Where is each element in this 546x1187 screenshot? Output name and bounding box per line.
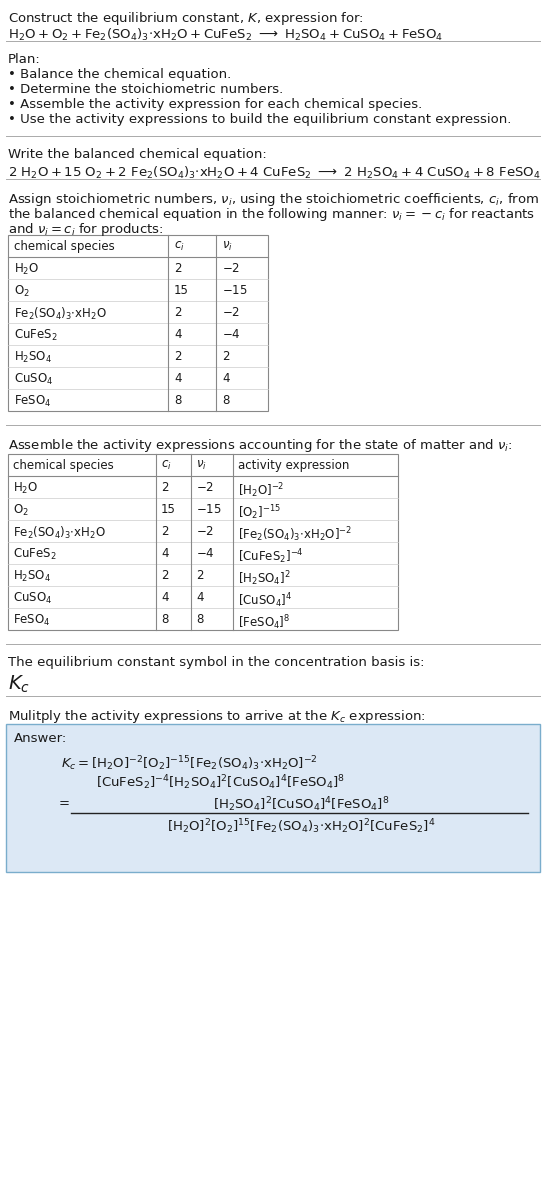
Text: $\nu_i$: $\nu_i$ [196,459,207,472]
Text: 15: 15 [174,284,189,297]
Text: 4: 4 [161,547,169,560]
Text: 2: 2 [161,569,169,582]
Text: $[\mathrm{H_2O}]^{-2}$: $[\mathrm{H_2O}]^{-2}$ [238,481,284,500]
Text: • Assemble the activity expression for each chemical species.: • Assemble the activity expression for e… [8,99,422,112]
Text: $-15$: $-15$ [222,284,248,297]
Text: $[\mathrm{O_2}]^{-15}$: $[\mathrm{O_2}]^{-15}$ [238,503,281,522]
Text: $-4$: $-4$ [196,547,215,560]
Text: $[\mathrm{H_2SO_4}]^2 [\mathrm{CuSO_4}]^4 [\mathrm{FeSO_4}]^8$: $[\mathrm{H_2SO_4}]^2 [\mathrm{CuSO_4}]^… [213,795,389,814]
Text: $\mathrm{Fe_2(SO_4)_3{\cdot}xH_2O}$: $\mathrm{Fe_2(SO_4)_3{\cdot}xH_2O}$ [13,525,106,541]
Text: 4: 4 [222,372,229,385]
Text: $\mathrm{FeSO_4}$: $\mathrm{FeSO_4}$ [14,394,51,410]
Text: $-15$: $-15$ [196,503,222,516]
Text: $[\mathrm{CuSO_4}]^4$: $[\mathrm{CuSO_4}]^4$ [238,591,292,610]
Text: 2: 2 [174,262,181,275]
Text: $\mathrm{H_2O + O_2 + Fe_2(SO_4)_3{\cdot}xH_2O + CuFeS_2\ \longrightarrow\ H_2SO: $\mathrm{H_2O + O_2 + Fe_2(SO_4)_3{\cdot… [8,27,443,43]
Text: $-2$: $-2$ [196,525,214,538]
Text: $\mathrm{H_2SO_4}$: $\mathrm{H_2SO_4}$ [13,569,51,584]
Text: $=$: $=$ [56,795,70,808]
Text: • Use the activity expressions to build the equilibrium constant expression.: • Use the activity expressions to build … [8,113,512,126]
Text: Mulitply the activity expressions to arrive at the $K_c$ expression:: Mulitply the activity expressions to arr… [8,707,426,725]
Text: 8: 8 [174,394,181,407]
Text: 8: 8 [161,612,168,626]
Text: Write the balanced chemical equation:: Write the balanced chemical equation: [8,148,267,161]
Text: 4: 4 [174,328,181,341]
Text: $\mathrm{Fe_2(SO_4)_3{\cdot}xH_2O}$: $\mathrm{Fe_2(SO_4)_3{\cdot}xH_2O}$ [14,306,107,322]
Text: $[\mathrm{H_2SO_4}]^2$: $[\mathrm{H_2SO_4}]^2$ [238,569,290,588]
Text: 8: 8 [222,394,229,407]
Text: $\mathrm{H_2O}$: $\mathrm{H_2O}$ [14,262,39,277]
Text: 4: 4 [161,591,169,604]
Text: $[\mathrm{CuFeS_2}]^{-4} [\mathrm{H_2SO_4}]^2 [\mathrm{CuSO_4}]^4 [\mathrm{FeSO_: $[\mathrm{CuFeS_2}]^{-4} [\mathrm{H_2SO_… [96,773,345,792]
Text: Assemble the activity expressions accounting for the state of matter and $\nu_i$: Assemble the activity expressions accoun… [8,437,513,453]
Text: $K_c$: $K_c$ [8,674,30,696]
Text: $[\mathrm{FeSO_4}]^8$: $[\mathrm{FeSO_4}]^8$ [238,612,290,631]
Text: activity expression: activity expression [238,459,349,472]
Text: $\mathrm{H_2O}$: $\mathrm{H_2O}$ [13,481,38,496]
Text: 8: 8 [196,612,203,626]
Text: $K_c = [\mathrm{H_2O}]^{-2} [\mathrm{O_2}]^{-15} [\mathrm{Fe_2(SO_4)_3{\cdot}xH_: $K_c = [\mathrm{H_2O}]^{-2} [\mathrm{O_2… [61,754,318,773]
Text: $\mathrm{CuFeS_2}$: $\mathrm{CuFeS_2}$ [14,328,58,343]
Bar [8,235,268,411]
Text: $\mathrm{CuSO_4}$: $\mathrm{CuSO_4}$ [14,372,54,387]
Text: $\mathrm{CuFeS_2}$: $\mathrm{CuFeS_2}$ [13,547,57,563]
Text: 15: 15 [161,503,176,516]
Text: The equilibrium constant symbol in the concentration basis is:: The equilibrium constant symbol in the c… [8,656,424,669]
Text: Assign stoichiometric numbers, $\nu_i$, using the stoichiometric coefficients, $: Assign stoichiometric numbers, $\nu_i$, … [8,191,539,208]
Text: 2: 2 [174,350,181,363]
Text: $-2$: $-2$ [196,481,214,494]
Text: the balanced chemical equation in the following manner: $\nu_i = -c_i$ for react: the balanced chemical equation in the fo… [8,207,535,223]
Text: $\mathrm{FeSO_4}$: $\mathrm{FeSO_4}$ [13,612,51,628]
Text: 2: 2 [161,525,169,538]
Text: $-2$: $-2$ [222,262,240,275]
Text: Answer:: Answer: [14,732,67,745]
Text: $\mathrm{CuSO_4}$: $\mathrm{CuSO_4}$ [13,591,52,607]
Text: $[\mathrm{CuFeS_2}]^{-4}$: $[\mathrm{CuFeS_2}]^{-4}$ [238,547,304,566]
FancyBboxPatch shape [6,724,540,872]
Text: Plan:: Plan: [8,53,41,66]
Text: 2: 2 [222,350,229,363]
Text: $-4$: $-4$ [222,328,241,341]
Text: 4: 4 [174,372,181,385]
Text: and $\nu_i = c_i$ for products:: and $\nu_i = c_i$ for products: [8,221,164,239]
Text: Construct the equilibrium constant, $K$, expression for:: Construct the equilibrium constant, $K$,… [8,9,364,27]
Bar [8,453,398,630]
Text: $c_i$: $c_i$ [161,459,171,472]
Text: $[\mathrm{Fe_2(SO_4)_3{\cdot}xH_2O}]^{-2}$: $[\mathrm{Fe_2(SO_4)_3{\cdot}xH_2O}]^{-2… [238,525,352,544]
Text: • Balance the chemical equation.: • Balance the chemical equation. [8,68,232,81]
Text: chemical species: chemical species [14,240,115,253]
Text: 2: 2 [161,481,169,494]
Text: • Determine the stoichiometric numbers.: • Determine the stoichiometric numbers. [8,83,283,96]
Text: $\mathrm{H_2SO_4}$: $\mathrm{H_2SO_4}$ [14,350,52,366]
Text: $c_i$: $c_i$ [174,240,185,253]
Text: $\mathrm{O_2}$: $\mathrm{O_2}$ [13,503,29,518]
Text: $\nu_i$: $\nu_i$ [222,240,233,253]
Text: 2: 2 [196,569,204,582]
Text: chemical species: chemical species [13,459,114,472]
Text: $[\mathrm{H_2O}]^2 [\mathrm{O_2}]^{15} [\mathrm{Fe_2(SO_4)_3{\cdot}xH_2O}]^2 [\m: $[\mathrm{H_2O}]^2 [\mathrm{O_2}]^{15} [… [167,817,435,836]
Text: $\mathrm{O_2}$: $\mathrm{O_2}$ [14,284,30,299]
Text: $\mathrm{2\ H_2O + 15\ O_2 + 2\ Fe_2(SO_4)_3{\cdot}xH_2O + 4\ CuFeS_2\ \longrigh: $\mathrm{2\ H_2O + 15\ O_2 + 2\ Fe_2(SO_… [8,165,541,182]
Text: $-2$: $-2$ [222,306,240,319]
Text: 4: 4 [196,591,204,604]
Text: 2: 2 [174,306,181,319]
